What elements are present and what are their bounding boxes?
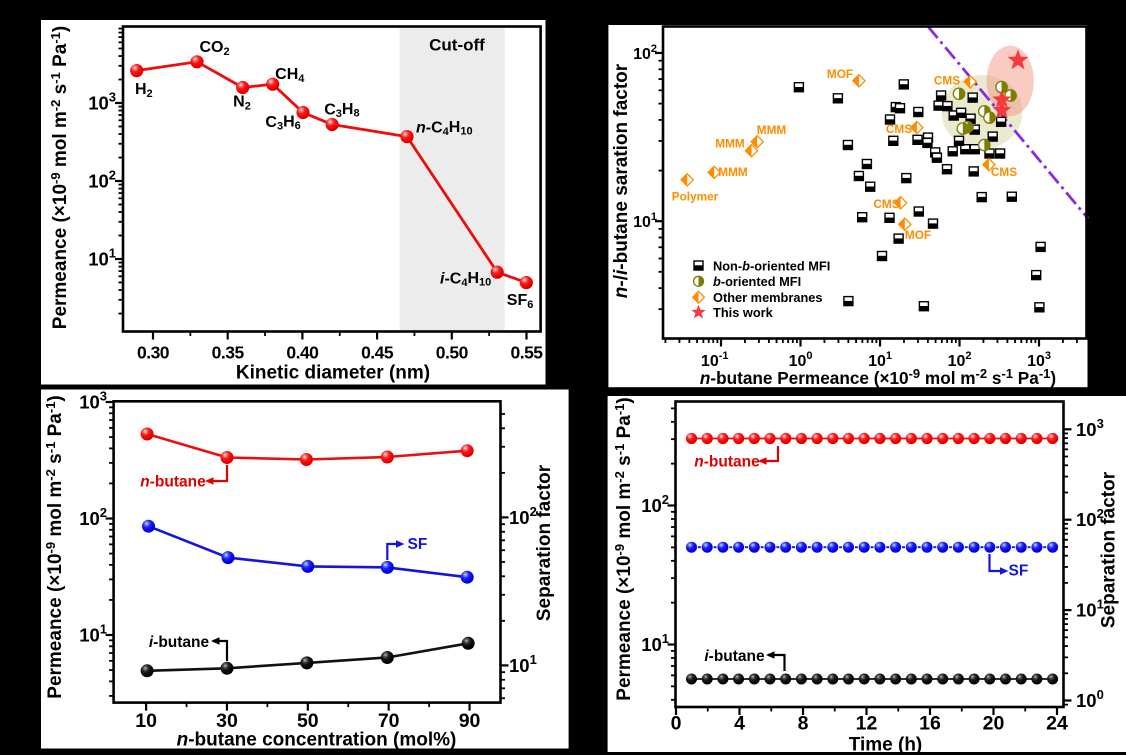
svg-text:16: 16 <box>919 713 941 735</box>
svg-text:This work: This work <box>713 305 774 320</box>
svg-text:i-C4H10: i-C4H10 <box>440 270 491 289</box>
svg-text:CMS: CMS <box>991 165 1017 179</box>
svg-text:i-butane: i-butane <box>704 648 765 665</box>
svg-text:C3H8: C3H8 <box>324 101 359 120</box>
svg-text:Kinetic diameter (nm): Kinetic diameter (nm) <box>236 363 430 384</box>
svg-text:b-oriented MFI: b-oriented MFI <box>713 274 801 289</box>
svg-text:CO2: CO2 <box>199 39 229 58</box>
svg-text:MMM: MMM <box>757 123 787 137</box>
svg-text:n-butane: n-butane <box>694 454 760 471</box>
svg-text:90: 90 <box>459 710 481 732</box>
svg-text:0.55: 0.55 <box>510 343 543 363</box>
svg-text:103: 103 <box>88 90 116 114</box>
svg-text:0: 0 <box>671 713 682 735</box>
svg-text:CH4: CH4 <box>275 66 305 85</box>
svg-text:MMM: MMM <box>718 165 748 179</box>
svg-text:30: 30 <box>216 710 238 732</box>
svg-text:MMM: MMM <box>715 137 745 151</box>
svg-text:C3H6: C3H6 <box>265 114 300 133</box>
svg-text:i-butane: i-butane <box>149 634 210 651</box>
svg-text:MOF: MOF <box>827 67 853 81</box>
svg-text:n-butane concentration (mol%): n-butane concentration (mol%) <box>177 730 457 751</box>
svg-text:0.35: 0.35 <box>212 343 245 363</box>
svg-text:n-/i-butane saration factor: n-/i-butane saration factor <box>611 63 632 298</box>
svg-text:CMS: CMS <box>886 122 912 136</box>
svg-text:Time (h): Time (h) <box>849 735 923 755</box>
svg-text:n-butane: n-butane <box>140 474 206 491</box>
svg-text:0.30: 0.30 <box>137 343 170 363</box>
svg-text:103: 103 <box>1076 416 1104 440</box>
svg-text:Separation factor: Separation factor <box>534 464 555 621</box>
svg-text:CMS: CMS <box>934 74 960 88</box>
svg-text:10: 10 <box>135 710 157 732</box>
svg-text:0.45: 0.45 <box>361 343 394 363</box>
svg-text:0.50: 0.50 <box>436 343 469 363</box>
svg-text:50: 50 <box>297 710 319 732</box>
svg-text:SF: SF <box>408 536 428 553</box>
svg-text:Cut-off: Cut-off <box>429 36 485 55</box>
svg-text:102: 102 <box>1076 506 1104 530</box>
svg-text:SF6: SF6 <box>507 292 534 311</box>
svg-text:CMS: CMS <box>873 197 899 211</box>
svg-text:MOF: MOF <box>905 228 931 242</box>
svg-text:n-butane Permeance (×10-9 mol: n-butane Permeance (×10-9 mol m-2 s-1 Pa… <box>700 366 1056 388</box>
svg-text:12: 12 <box>856 713 878 735</box>
svg-text:70: 70 <box>378 710 400 732</box>
svg-text:24: 24 <box>1046 713 1068 735</box>
svg-text:Non-b-oriented MFI: Non-b-oriented MFI <box>713 258 830 273</box>
svg-text:8: 8 <box>798 713 809 735</box>
svg-text:4: 4 <box>734 713 745 735</box>
svg-text:Polymer: Polymer <box>672 190 719 204</box>
svg-text:Separation factor: Separation factor <box>1099 471 1120 628</box>
svg-text:Other membranes: Other membranes <box>713 290 823 305</box>
svg-text:n-C4H10: n-C4H10 <box>416 119 473 138</box>
svg-text:20: 20 <box>983 713 1005 735</box>
svg-text:0.40: 0.40 <box>286 343 319 363</box>
svg-text:SF: SF <box>1009 563 1029 580</box>
